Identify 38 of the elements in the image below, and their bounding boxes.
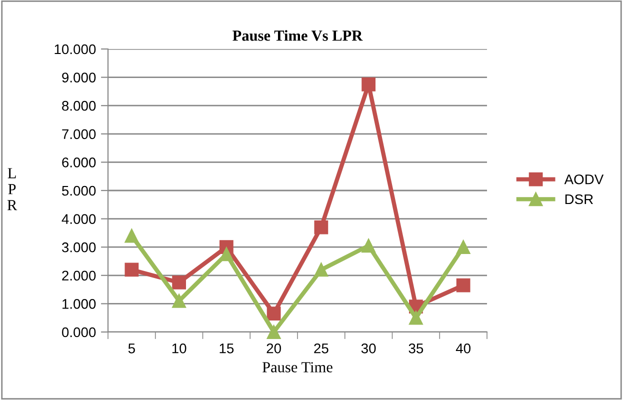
y-tick-label: 4.000: [62, 214, 96, 224]
point: [266, 325, 281, 339]
point: [124, 262, 139, 277]
point: [362, 77, 376, 92]
point: [172, 276, 186, 290]
point: [456, 240, 470, 254]
point: [314, 262, 328, 277]
x-axis-title: Pause Time: [262, 362, 332, 372]
point: [314, 220, 328, 234]
point: [172, 294, 186, 308]
y-tick-label: 6.000: [62, 158, 96, 168]
chart-title: Pause Time Vs LPR: [232, 30, 363, 41]
x-tick-label: 10: [172, 343, 186, 354]
point: [124, 228, 139, 243]
legend-label: DSR: [565, 194, 593, 204]
point: [362, 238, 376, 253]
y-tick-label: 3.000: [62, 242, 96, 252]
x-tick-label: 20: [266, 343, 281, 354]
y-tick-label: 7.000: [62, 129, 96, 140]
point: [456, 278, 470, 292]
y-tick-label: 9.000: [62, 72, 96, 82]
x-tick-label: 40: [456, 343, 470, 354]
legend-label: AODV: [564, 174, 604, 184]
y-axis-title: L P R: [7, 168, 18, 210]
x-tick-label: 30: [361, 343, 376, 354]
x-tick-label: 25: [314, 343, 328, 354]
x-tick-label: 35: [408, 343, 424, 354]
y-tick-label: 8.000: [62, 100, 96, 111]
y-tick-label: 5.000: [62, 186, 96, 196]
x-tick-label: 5: [128, 344, 135, 354]
x-tick-label: 15: [220, 344, 234, 354]
y-tick-label: 2.000: [62, 270, 96, 281]
point: [266, 306, 281, 321]
point: [219, 247, 234, 262]
y-tick-label: 1.000: [62, 299, 96, 309]
y-tick-label: 10.000: [54, 44, 96, 54]
point: [408, 310, 423, 325]
y-tick-label: 0.000: [62, 327, 96, 338]
